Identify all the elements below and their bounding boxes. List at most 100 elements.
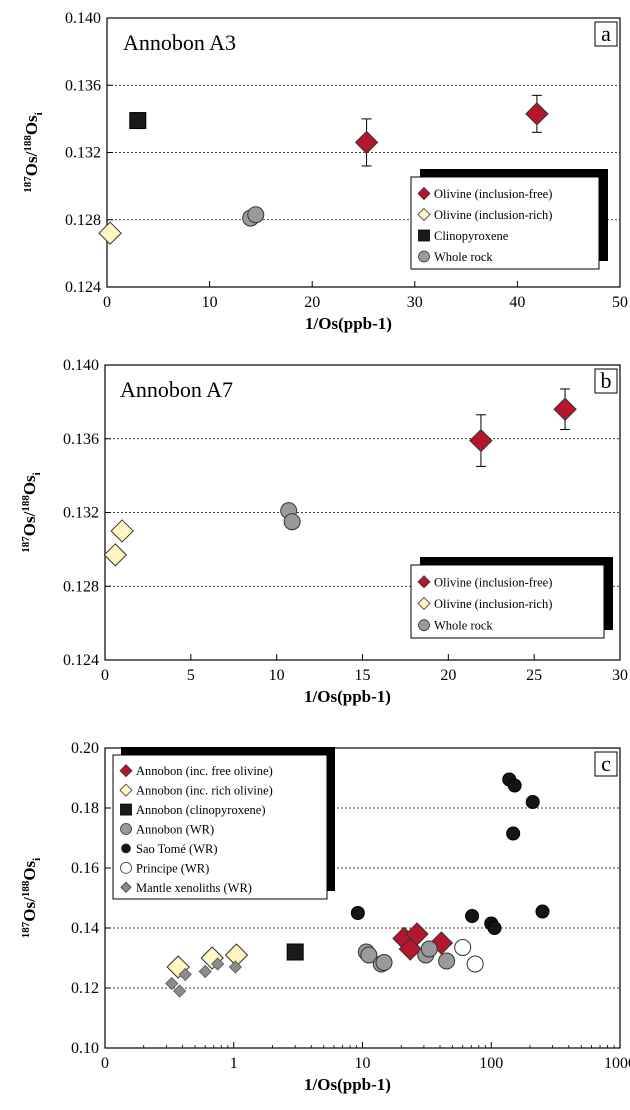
- x-tick-label: 25: [526, 667, 542, 684]
- legend-entry: Whole rock: [434, 250, 493, 264]
- legend-marker: [417, 186, 431, 201]
- x-tick-label: 10: [355, 1055, 371, 1072]
- data-point: [110, 519, 134, 543]
- data-point: [98, 221, 122, 245]
- data-point: [354, 130, 379, 155]
- data-point: [247, 206, 265, 224]
- legend-box: [112, 754, 328, 900]
- legend-marker: [417, 207, 431, 222]
- x-tick-label: 50: [612, 294, 628, 311]
- x-tick-label: 100: [479, 1055, 503, 1072]
- legend-entry: Olivine (inclusion-free): [434, 187, 552, 201]
- y-tick-label: 0.128: [65, 212, 101, 229]
- y-axis-label: 187Os/188Osi: [22, 112, 45, 192]
- legend-marker: [418, 229, 430, 242]
- y-tick-label: 0.132: [65, 145, 101, 162]
- x-axis-label: 1/Os(ppb-1): [304, 687, 391, 706]
- legend-entry: Olivine (inclusion-rich): [434, 208, 552, 222]
- x-tick-label: 30: [407, 294, 423, 311]
- data-point: [375, 954, 393, 971]
- data-point: [420, 940, 438, 958]
- x-tick-label: 0: [101, 1055, 109, 1072]
- legend-entry: Annobon (inc. free olivine): [136, 764, 273, 778]
- legend-box: [410, 564, 605, 639]
- data-point: [198, 964, 212, 979]
- x-tick-label: 0: [101, 667, 109, 684]
- legend-entry: Whole rock: [434, 619, 493, 633]
- legend-marker: [119, 764, 133, 778]
- panel-letter: b: [601, 368, 612, 393]
- legend-marker: [120, 803, 132, 816]
- data-point: [438, 952, 456, 970]
- y-tick-label: 0.14: [71, 920, 99, 937]
- panel-title: Annobon A3: [123, 30, 236, 55]
- y-tick-label: 0.124: [65, 279, 101, 296]
- data-point: [553, 397, 577, 421]
- y-tick-label: 0.20: [71, 740, 99, 757]
- x-tick-label: 5: [187, 667, 195, 684]
- data-point: [211, 957, 225, 971]
- data-point: [465, 909, 480, 923]
- x-axis-label: 1/Os(ppb-1): [305, 314, 392, 333]
- legend-entry: Annobon (inc. rich olivine): [136, 784, 273, 798]
- panel-letter: a: [601, 21, 611, 46]
- y-axis-label: 187Os/188Osi: [20, 858, 43, 938]
- panel-letter: c: [601, 751, 611, 776]
- legend-marker: [120, 881, 132, 893]
- legend-entry: Mantle xenoliths (WR): [136, 881, 252, 895]
- panel-title: Annobon A7: [120, 377, 233, 402]
- legend-entry: Annobon (clinopyroxene): [136, 803, 265, 817]
- legend-marker: [418, 619, 430, 632]
- panel-letter-box: [594, 751, 618, 777]
- data-point: [535, 904, 550, 919]
- data-point: [286, 943, 304, 961]
- legend-marker: [418, 250, 430, 263]
- data-point: [173, 984, 187, 998]
- data-point: [350, 906, 365, 920]
- y-tick-label: 0.128: [63, 578, 99, 595]
- data-point: [487, 921, 502, 935]
- x-tick-label: 20: [304, 294, 320, 311]
- data-point: [178, 967, 192, 982]
- data-point: [507, 778, 522, 793]
- chart-panel-a: 0.124 0.128 0.132 0.136 0.140 0 10 20 30 40 50 1/Os…: [22, 10, 628, 333]
- data-point: [360, 946, 378, 964]
- data-point: [469, 428, 493, 453]
- data-point: [165, 976, 179, 991]
- x-tick-label: 40: [509, 294, 525, 311]
- x-tick-label: 30: [612, 667, 628, 684]
- y-tick-label: 0.136: [65, 77, 101, 94]
- panel-letter-box: [594, 368, 618, 394]
- data-point: [129, 112, 147, 130]
- y-tick-label: 0.124: [63, 652, 99, 669]
- y-tick-label: 0.140: [63, 357, 99, 374]
- legend-marker: [120, 823, 132, 835]
- legend-entry: Clinopyroxene: [434, 229, 509, 243]
- y-tick-label: 0.12: [71, 980, 99, 997]
- x-tick-label: 15: [355, 667, 371, 684]
- y-tick-label: 0.140: [65, 10, 101, 27]
- legend-entry: Principe (WR): [136, 861, 209, 875]
- panel-letter-box: [594, 21, 618, 47]
- y-tick-label: 0.10: [71, 1040, 99, 1057]
- data-point: [405, 922, 429, 946]
- legend-entry: Annobon (WR): [136, 823, 214, 837]
- x-tick-label: 1: [230, 1055, 238, 1072]
- legend-entry: Sao Tomé (WR): [136, 842, 218, 856]
- legend-marker: [121, 843, 131, 854]
- data-point: [466, 955, 484, 973]
- chart-panel-b: 0.124 0.128 0.132 0.136 0.140 0 5 10 15 20 25 30 1/O…: [20, 357, 628, 706]
- data-point: [454, 939, 472, 956]
- data-point: [525, 795, 540, 809]
- legend-entry: Olivine (inclusion-free): [434, 575, 552, 589]
- y-tick-label: 0.16: [71, 860, 99, 877]
- y-axis-label: 187Os/188Osi: [20, 472, 43, 552]
- y-tick-label: 0.136: [63, 431, 99, 448]
- legend-marker: [417, 596, 431, 611]
- legend-marker: [417, 575, 431, 589]
- legend-marker: [120, 861, 132, 874]
- legend-marker: [119, 783, 133, 797]
- x-tick-label: 20: [440, 667, 456, 684]
- data-point: [506, 826, 521, 841]
- data-point: [283, 513, 301, 531]
